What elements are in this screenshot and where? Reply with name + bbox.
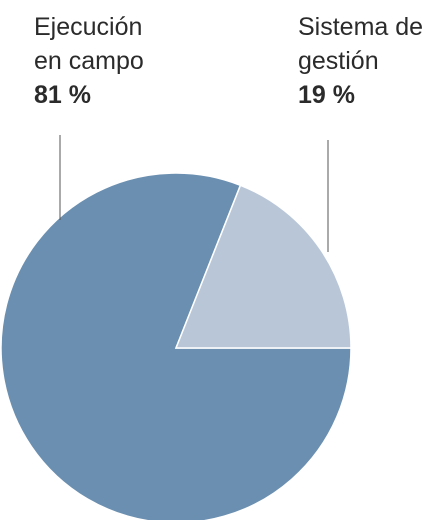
category-label: Ejecución en campo xyxy=(34,13,144,75)
value-label: 19 % xyxy=(298,81,355,109)
value-label: 81 % xyxy=(34,81,91,109)
slice-label: Ejecución en campo 81 % xyxy=(34,10,166,112)
category-label: Sistema de gestión xyxy=(298,13,424,75)
pie-slice xyxy=(174,184,352,349)
slice-label: Sistema de gestión 19 % xyxy=(298,10,429,112)
